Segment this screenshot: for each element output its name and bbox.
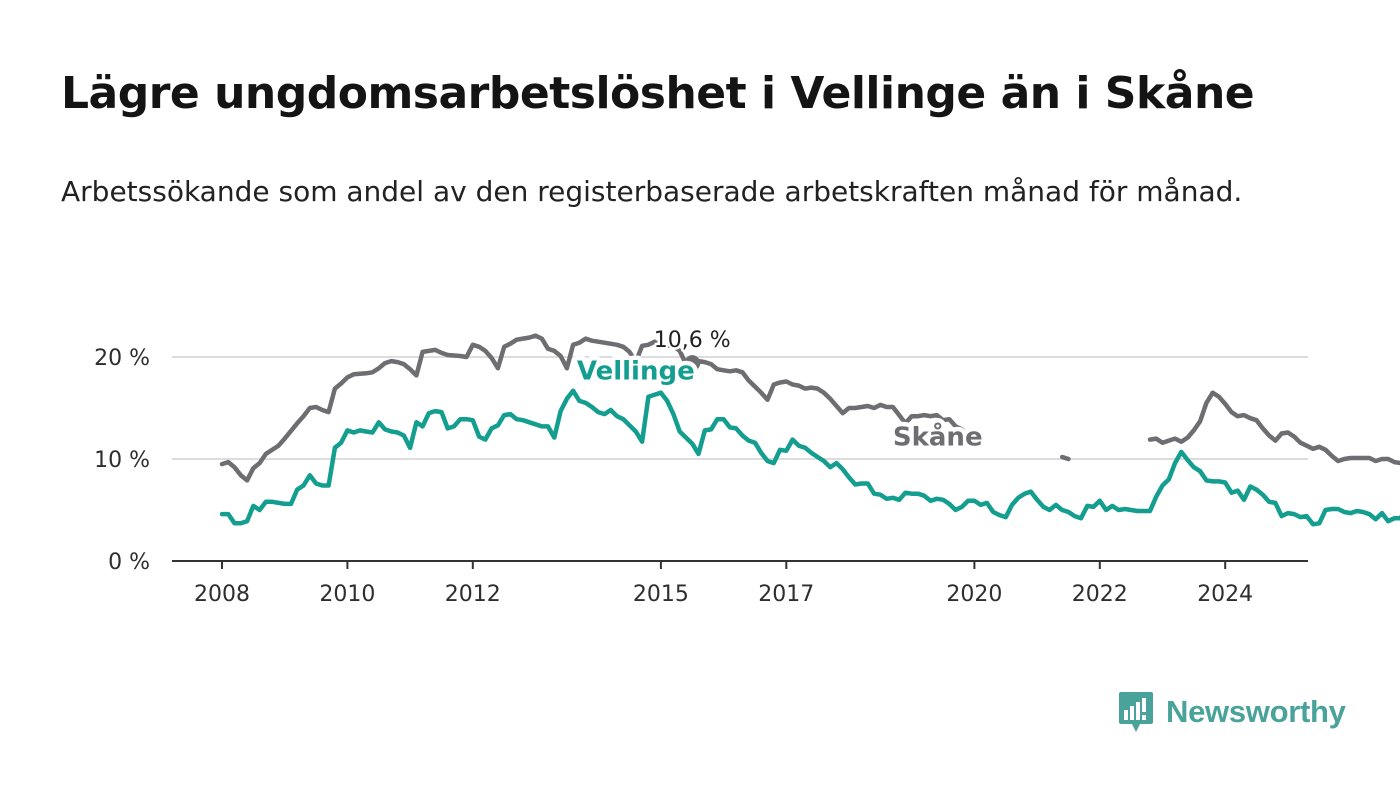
x-tick-label: 2015 bbox=[633, 582, 689, 607]
x-tick-label: 2022 bbox=[1072, 582, 1128, 607]
brand-logo: Newsworthy bbox=[1118, 690, 1346, 734]
x-tick-label: 2024 bbox=[1197, 582, 1253, 607]
axes: 0 % 10 % 20 % 2008 2010 2012 2015 2017 2020 2022 2… bbox=[94, 346, 1308, 607]
chart-title: Lägre ungdomsarbetslöshet i Vellinge än … bbox=[61, 68, 1255, 119]
x-tick-label: 2008 bbox=[194, 582, 250, 607]
x-tick-label: 2017 bbox=[758, 582, 814, 607]
gridlines bbox=[172, 356, 1308, 460]
series-lines bbox=[219, 333, 1400, 527]
series-name-label: Skåne bbox=[893, 421, 983, 453]
y-tick-label: 0 % bbox=[108, 550, 150, 575]
y-tick-label: 10 % bbox=[94, 448, 150, 473]
chart-subtitle: Arbetssökande som andel av den registerb… bbox=[61, 175, 1243, 208]
end-point-marker bbox=[684, 355, 701, 372]
series-line-vellinge bbox=[219, 388, 1400, 527]
series-line-skane bbox=[1059, 454, 1071, 462]
end-value-label: 10,6 % bbox=[654, 328, 731, 353]
newsworthy-chat-bars-icon bbox=[1119, 692, 1153, 732]
x-tick-label: 2012 bbox=[445, 582, 501, 607]
x-tick-label: 2020 bbox=[946, 582, 1002, 607]
series-line-skane bbox=[219, 333, 695, 483]
series-line-skane bbox=[690, 358, 971, 439]
y-tick-label: 20 % bbox=[94, 346, 150, 371]
x-tick-label: 2010 bbox=[319, 582, 375, 607]
series-line-skane bbox=[1147, 390, 1400, 466]
series-name-label: Vellinge bbox=[577, 356, 695, 386]
brand-name: Newsworthy bbox=[1166, 694, 1346, 729]
